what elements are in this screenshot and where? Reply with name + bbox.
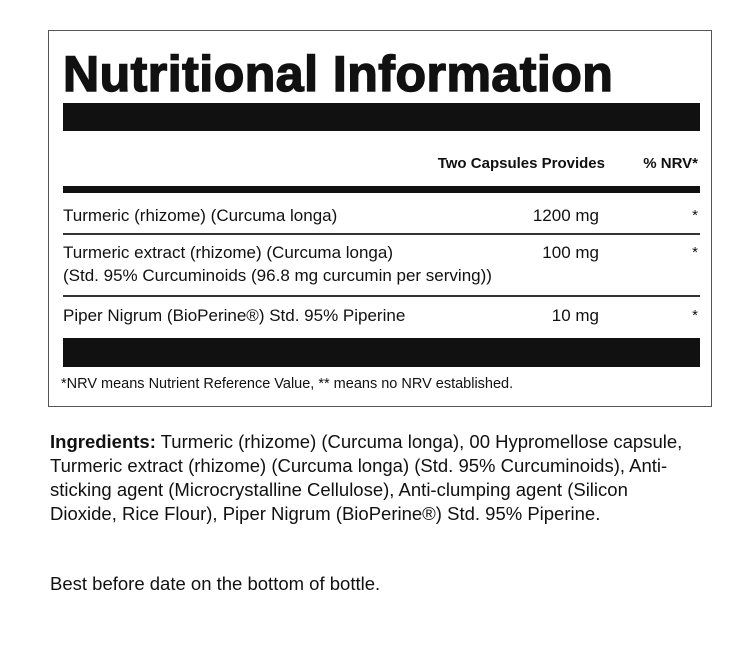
panel-title: Nutritional Information (62, 45, 614, 103)
row-amount: 1200 mg (532, 206, 599, 225)
row-name: Turmeric extract (rhizome) (Curcuma long… (63, 243, 393, 262)
row-nrv: * (692, 207, 698, 224)
row-name-detail: (Std. 95% Curcuminoids (96.8 mg curcumin… (63, 266, 492, 285)
footnote: *NRV means Nutrient Reference Value, ** … (61, 376, 514, 392)
bottom-black-bar (63, 338, 700, 367)
header-rule (63, 186, 700, 193)
row-name: Turmeric (rhizome) (Curcuma longa) (63, 206, 338, 225)
amount-header: Two Capsules Provides (437, 155, 605, 172)
row-nrv: * (692, 244, 698, 261)
row-amount: 10 mg (551, 306, 599, 325)
ingredients-label: Ingredients: (50, 431, 156, 452)
row-divider (63, 295, 700, 297)
row-divider (63, 233, 700, 235)
best-before-note: Best before date on the bottom of bottle… (50, 573, 381, 594)
nrv-header: % NRV* (643, 155, 698, 172)
row-nrv: * (692, 307, 698, 324)
row-amount: 100 mg (542, 243, 599, 262)
nutrition-panel: Nutritional Information Two Capsules Pro… (48, 30, 712, 407)
row-name: Piper Nigrum (BioPerine®) Std. 95% Piper… (63, 306, 406, 325)
top-black-bar (63, 103, 700, 131)
ingredients-text: Turmeric (rhizome) (Curcuma longa), 00 H… (50, 431, 683, 524)
ingredients: Ingredients: Turmeric (rhizome) (Curcuma… (50, 430, 690, 526)
